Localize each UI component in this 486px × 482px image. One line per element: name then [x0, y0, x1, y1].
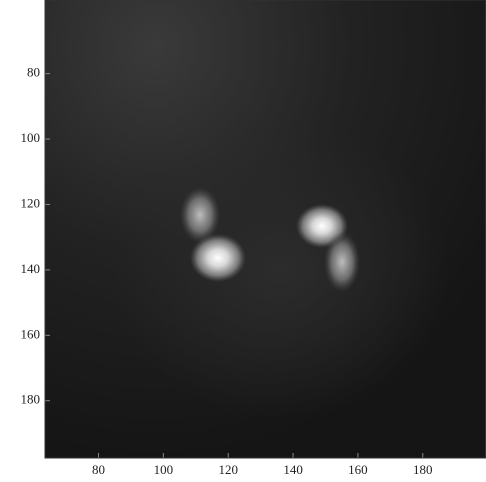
image-blob [190, 234, 246, 282]
y-tick-label: 180 [21, 392, 41, 407]
x-tick-label: 140 [283, 462, 303, 477]
y-tick-label: 80 [27, 65, 40, 80]
y-tick-label: 140 [21, 261, 41, 276]
x-tick-label: 180 [413, 462, 433, 477]
image [45, 0, 486, 458]
image-region [110, 120, 450, 420]
x-tick-label: 80 [92, 462, 105, 477]
y-tick-label: 120 [21, 195, 41, 210]
image-blob [180, 187, 220, 243]
image-blob [324, 232, 360, 292]
y-tick-label: 100 [21, 130, 41, 145]
x-tick-label: 160 [348, 462, 368, 477]
y-tick-label: 160 [21, 326, 41, 341]
x-tick-label: 120 [218, 462, 238, 477]
x-tick-label: 100 [154, 462, 174, 477]
